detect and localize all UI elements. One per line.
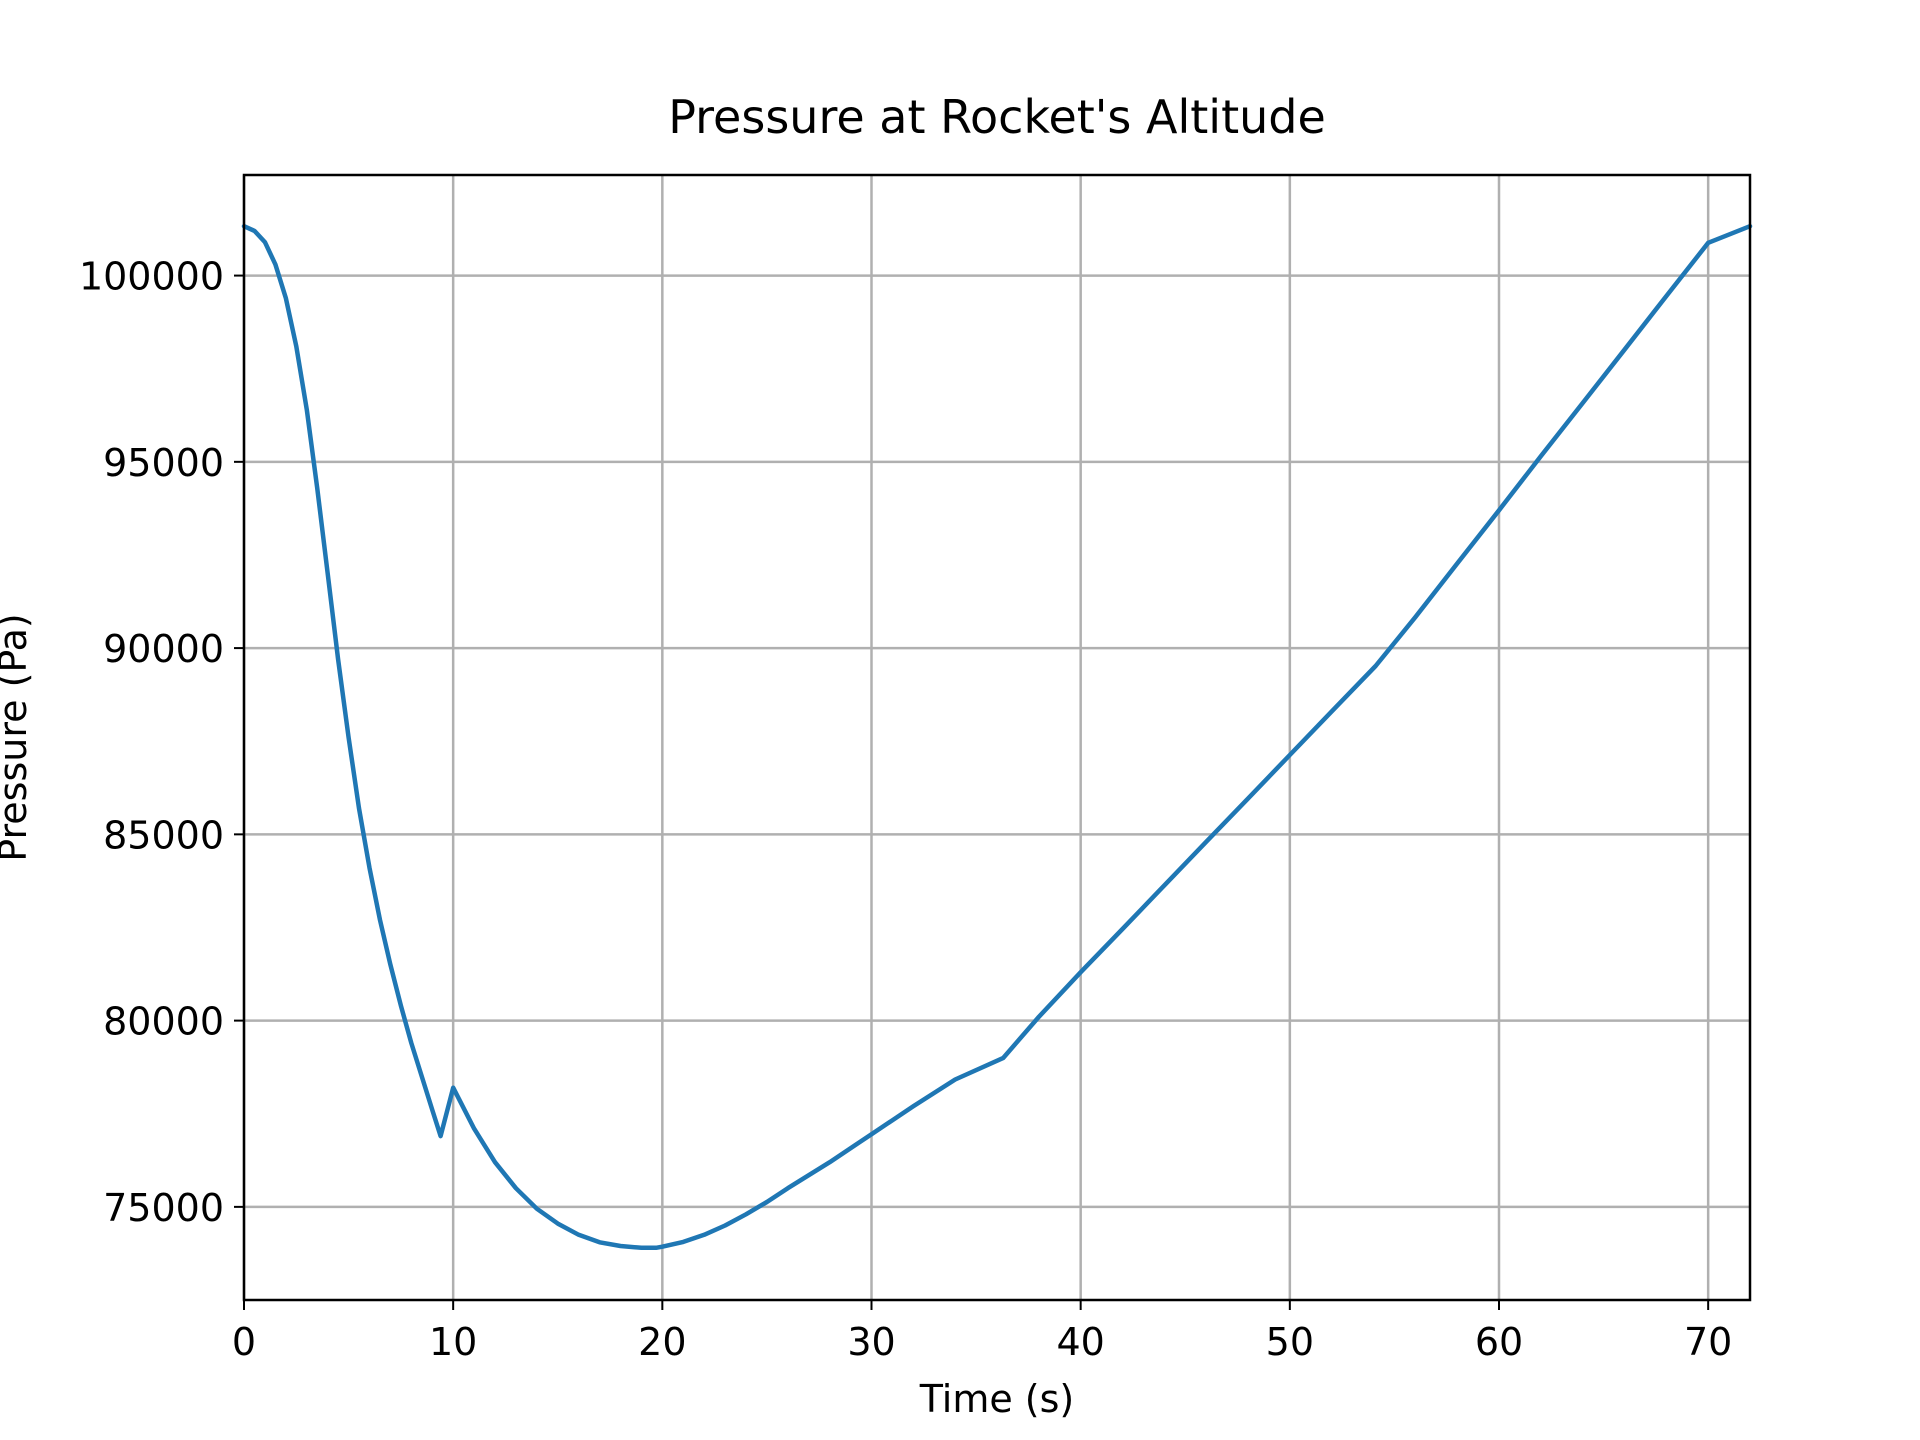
x-tick-label: 10: [429, 1320, 477, 1364]
x-tick-label: 70: [1684, 1320, 1732, 1364]
series-line: [241, 223, 1753, 1251]
x-tick-label: 20: [638, 1320, 686, 1364]
y-tick-label: 75000: [103, 1186, 224, 1230]
y-tick-label: 95000: [103, 441, 224, 485]
x-tick-label: 60: [1475, 1320, 1523, 1364]
y-tick-label: 100000: [79, 255, 224, 299]
y-axis-label: Pressure (Pa): [0, 613, 35, 861]
ticks: 0 10 20 30 40 50 60 70 75000 80000 85000 90000 95000…: [79, 255, 1732, 1364]
y-tick-label: 85000: [103, 813, 224, 857]
series-layer: [241, 223, 1753, 1251]
y-tick-label: 80000: [103, 1000, 224, 1044]
chart-title: Pressure at Rocket's Altitude: [668, 90, 1326, 144]
y-tick-label: 90000: [103, 627, 224, 671]
x-axis-label: Time (s): [919, 1377, 1075, 1421]
x-tick-label: 30: [847, 1320, 895, 1364]
x-tick-label: 50: [1266, 1320, 1314, 1364]
x-tick-label: 0: [232, 1320, 256, 1364]
x-tick-label: 40: [1056, 1320, 1104, 1364]
grid: [242, 175, 1750, 1300]
plot-frame: [242, 173, 1752, 1302]
